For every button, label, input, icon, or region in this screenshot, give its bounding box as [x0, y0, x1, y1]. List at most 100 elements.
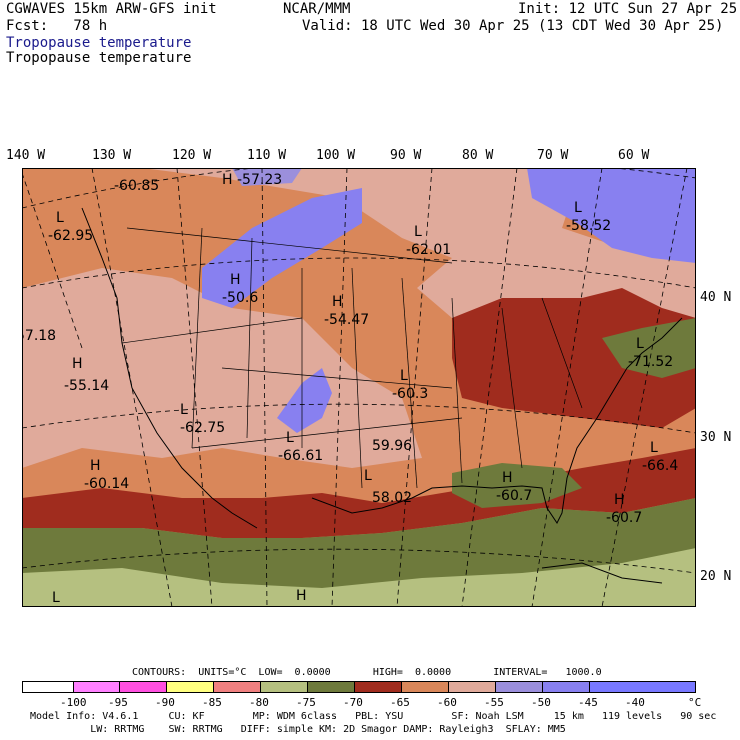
legend-swatch-7 [354, 681, 402, 693]
shade-region-50-45-texas [277, 368, 332, 433]
lat-label-30n: 30 N [700, 430, 732, 445]
shade-region-50-45-north [232, 168, 302, 186]
map-label-type: H [332, 294, 343, 310]
map-label-type: H [230, 272, 241, 288]
map-labels: H -57.23 -60.85 L -62.95 H -50.6 H -54.4… [22, 172, 678, 606]
legend-label: -80 [249, 696, 269, 709]
legend-label: -65 [390, 696, 410, 709]
map-label-type: H [296, 588, 307, 604]
field-title-blue: Tropopause temperature [6, 35, 192, 51]
map-label-type: H [90, 458, 101, 474]
map-label-type: L [286, 430, 294, 446]
legend-label: -75 [296, 696, 316, 709]
map-label-type: L [636, 336, 644, 352]
legend-swatch-0 [22, 681, 74, 693]
legend-label: -85 [202, 696, 222, 709]
map-label-value: -66.4 [642, 458, 678, 474]
map-label-value: -62.75 [180, 420, 225, 436]
shade-region-80-75-south [22, 548, 696, 607]
model-info-line2: LW: RRTMG SW: RRTMG DIFF: simple KM: 2D … [30, 724, 566, 735]
lon-label-70w: 70 W [537, 148, 569, 163]
legend-label: -90 [155, 696, 175, 709]
map-label-value: -54.47 [324, 312, 369, 328]
map-label-value: -60.7 [606, 510, 642, 526]
lon-label-120w: 120 W [172, 148, 212, 163]
map-label-value: -60.85 [114, 178, 159, 194]
legend-swatch-2 [119, 681, 167, 693]
legend-swatch-4 [213, 681, 261, 693]
map-label-type: L [364, 468, 372, 484]
lon-label-100w: 100 W [316, 148, 356, 163]
legend-label: -40 [625, 696, 645, 709]
map-label-type: L [414, 224, 422, 240]
map-label-type: L [574, 200, 582, 216]
legend-swatch-6 [307, 681, 355, 693]
lat-label-20n: 20 N [700, 569, 732, 584]
map-label-value: -62.01 [406, 242, 451, 258]
shade-region-70-65-east [452, 288, 696, 428]
legend-label: -55 [484, 696, 504, 709]
shade-region-50-45-rockies [202, 188, 362, 308]
map-label-value: 57.18 [22, 328, 56, 344]
graticule [22, 168, 696, 607]
map-label-value: -62.95 [48, 228, 93, 244]
map-label-type: L [52, 590, 60, 606]
map-label-type: L [56, 210, 64, 226]
lon-label-80w: 80 W [462, 148, 494, 163]
lon-label-60w: 60 W [618, 148, 650, 163]
map-label-value: -55.14 [64, 378, 109, 394]
legend-swatch-8 [401, 681, 449, 693]
map-frame [22, 168, 696, 607]
model-info-line1: Model Info: V4.6.1 CU: KF MP: WDM 6class… [30, 711, 717, 722]
shade-region-75-70-gulf [452, 463, 582, 508]
legend-swatch-1 [73, 681, 120, 693]
lon-label-90w: 90 W [390, 148, 422, 163]
map-label-value: -71.52 [628, 354, 673, 370]
valid-time: Valid: 18 UTC Wed 30 Apr 25 (13 CDT Wed … [302, 18, 724, 34]
legend-swatch-10 [495, 681, 543, 693]
init-time: Init: 12 UTC Sun 27 Apr 25 [518, 1, 738, 17]
map-label-value: -66.61 [278, 448, 323, 464]
field-title: Tropopause temperature [6, 50, 192, 66]
legend-swatch-3 [166, 681, 214, 693]
legend-label: -100 [60, 696, 87, 709]
forecast-hour: Fcst: 78 h [6, 18, 108, 34]
legend-label: -50 [531, 696, 551, 709]
legend-label: -70 [343, 696, 363, 709]
shade-region-60-55 [142, 168, 696, 418]
legend-swatch-11 [542, 681, 590, 693]
legend-label: -45 [578, 696, 598, 709]
map-label-type: L [650, 440, 658, 456]
legend-swatch-9 [448, 681, 496, 693]
map-label-type: H [614, 492, 625, 508]
legend-swatch-12 [589, 681, 696, 693]
map-label-value: 59.96 [372, 438, 412, 454]
map-label-type: H [72, 356, 83, 372]
map-label-value: -60.7 [496, 488, 532, 504]
legend-swatch-5 [260, 681, 308, 693]
map-label-value: -60.14 [84, 476, 129, 492]
map-label-type: L [180, 402, 188, 418]
state-borders [121, 227, 583, 489]
map-label-value: -60.3 [392, 386, 428, 402]
lon-label-140w: 140 W [6, 148, 46, 163]
legend-unit: °C [688, 696, 702, 709]
lat-label-40n: 40 N [700, 290, 732, 305]
model-title: CGWAVES 15km ARW-GFS init [6, 1, 217, 17]
coastlines [81, 207, 683, 584]
lon-label-130w: 130 W [92, 148, 132, 163]
contours-info: CONTOURS: UNITS=°C LOW= 0.0000 HIGH= 0.0… [132, 667, 602, 678]
legend-label: -95 [108, 696, 128, 709]
tropopause-temperature-map: H -57.23 -60.85 L -62.95 H -50.6 H -54.4… [22, 168, 696, 607]
shade-region-50-45-canada [527, 168, 696, 263]
organization: NCAR/MMM [283, 1, 351, 17]
lon-label-110w: 110 W [247, 148, 287, 163]
map-label-value: 58.02 [372, 490, 412, 506]
shade-region-70-65-south [22, 448, 696, 538]
map-label-value: -57.23 [237, 172, 282, 188]
map-label-type: L [400, 368, 408, 384]
map-label-value: -50.6 [222, 290, 258, 306]
map-label-type: H [502, 470, 513, 486]
map-label-type: H [222, 172, 233, 188]
map-label-value: -58.52 [566, 218, 611, 234]
